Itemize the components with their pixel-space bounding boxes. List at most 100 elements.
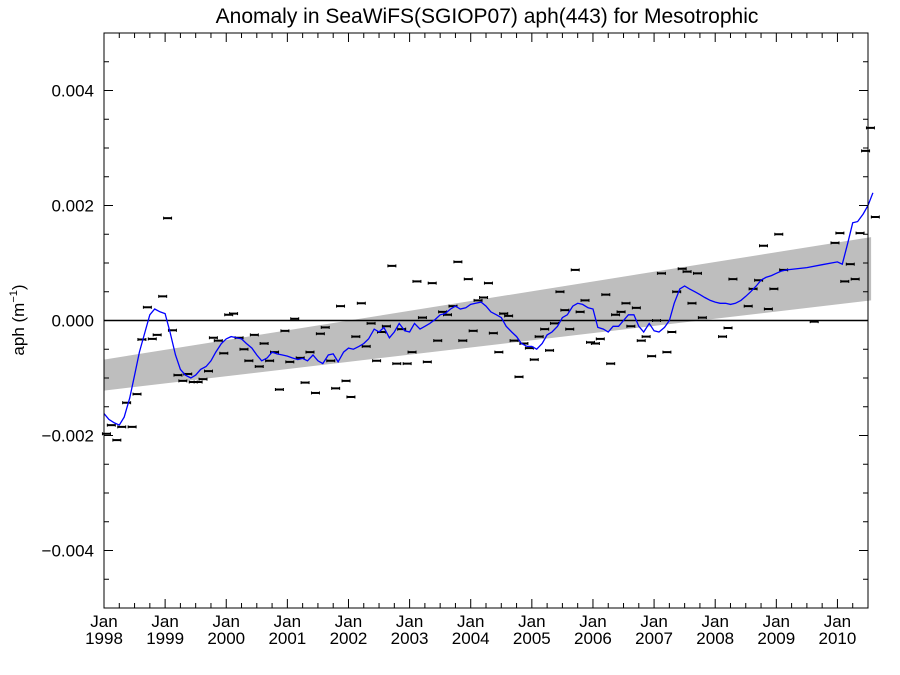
data-point: [361, 344, 371, 348]
x-tick-label-month: Jan: [274, 612, 301, 631]
data-point: [193, 380, 203, 384]
x-tick-label-year: 2001: [268, 629, 306, 648]
data-point: [341, 379, 351, 383]
data-point: [106, 423, 116, 427]
data-point: [219, 351, 229, 355]
data-point: [697, 316, 707, 320]
data-point: [723, 326, 733, 330]
data-point: [545, 348, 555, 352]
x-tick-label-year: 2010: [819, 629, 857, 648]
data-points-layer: [101, 126, 880, 442]
data-point: [641, 335, 651, 339]
data-point: [142, 305, 152, 309]
data-point: [870, 215, 880, 219]
data-point: [830, 241, 840, 245]
x-tick-label-month: Jan: [457, 612, 484, 631]
data-point: [499, 312, 509, 316]
data-point: [835, 231, 845, 235]
data-point: [274, 388, 284, 391]
data-point: [769, 287, 779, 291]
smoothed-series-line: [103, 192, 874, 426]
data-point: [310, 391, 320, 395]
data-point: [372, 359, 382, 363]
data-point: [229, 312, 239, 316]
y-tick-label: −0.004: [42, 542, 94, 561]
data-point: [407, 350, 417, 354]
y-axis-label-main: aph (m: [9, 303, 28, 356]
x-tick-label-year: 2007: [635, 629, 673, 648]
data-point: [259, 342, 269, 345]
data-point: [483, 281, 493, 285]
data-point: [534, 335, 544, 339]
data-point: [529, 358, 539, 362]
data-point: [427, 281, 437, 285]
data-point: [244, 359, 254, 363]
data-point: [479, 296, 489, 299]
data-point: [850, 277, 860, 281]
data-point: [718, 335, 728, 339]
data-point: [636, 339, 646, 343]
data-point: [300, 381, 310, 385]
data-point: [662, 350, 672, 354]
data-point: [616, 310, 626, 314]
x-tick-label-month: Jan: [518, 612, 545, 631]
data-point: [331, 386, 341, 390]
data-point: [631, 306, 641, 310]
data-point: [601, 293, 611, 297]
trend-band-layer: [104, 237, 872, 391]
x-tick-label-year: 2003: [391, 629, 429, 648]
x-tick-label-month: Jan: [640, 612, 667, 631]
data-point: [580, 298, 590, 302]
x-tick-label-year: 1999: [146, 629, 184, 648]
data-point: [514, 375, 524, 379]
data-point: [763, 307, 773, 311]
chart-title: Anomaly in SeaWiFS(SGIOP07) aph(443) for…: [216, 5, 759, 28]
data-point: [173, 373, 183, 377]
data-point: [392, 362, 402, 366]
x-tick-label-month: Jan: [701, 612, 728, 631]
data-point: [540, 327, 550, 331]
x-tick-label-year: 2004: [452, 629, 490, 648]
data-point: [280, 329, 290, 333]
smoothed-line-layer: [103, 192, 874, 426]
data-point: [204, 369, 214, 373]
data-point: [117, 425, 127, 429]
data-point: [728, 277, 738, 281]
data-point: [840, 279, 850, 283]
data-point: [621, 301, 631, 305]
x-tick-label-year: 2006: [574, 629, 612, 648]
data-point: [845, 262, 855, 266]
data-point: [239, 347, 249, 351]
data-point: [433, 339, 443, 343]
y-tick-label: 0.000: [51, 312, 94, 331]
data-point: [647, 354, 657, 358]
data-point: [422, 360, 432, 364]
y-tick-label: 0.002: [51, 197, 94, 216]
data-point: [198, 377, 208, 381]
data-point: [132, 392, 142, 396]
x-tick-label-month: Jan: [213, 612, 240, 631]
data-point: [687, 301, 697, 305]
data-point: [356, 301, 366, 305]
data-point: [555, 290, 565, 294]
y-tick-label: −0.002: [42, 427, 94, 446]
data-point: [122, 401, 132, 405]
data-point: [366, 321, 376, 325]
data-point: [626, 324, 636, 328]
data-point: [402, 362, 412, 366]
data-point: [758, 244, 768, 248]
x-tick-label-year: 2008: [696, 629, 734, 648]
data-point: [468, 329, 478, 333]
data-point: [743, 304, 753, 308]
data-point: [346, 395, 356, 399]
data-point: [565, 327, 575, 331]
data-point: [590, 342, 600, 345]
data-point: [667, 330, 677, 334]
y-axis-label-close: ): [9, 284, 28, 290]
data-point: [387, 264, 397, 268]
data-point: [575, 310, 585, 314]
data-point: [112, 438, 122, 442]
data-point: [809, 320, 819, 324]
x-tick-label-month: Jan: [90, 612, 117, 631]
